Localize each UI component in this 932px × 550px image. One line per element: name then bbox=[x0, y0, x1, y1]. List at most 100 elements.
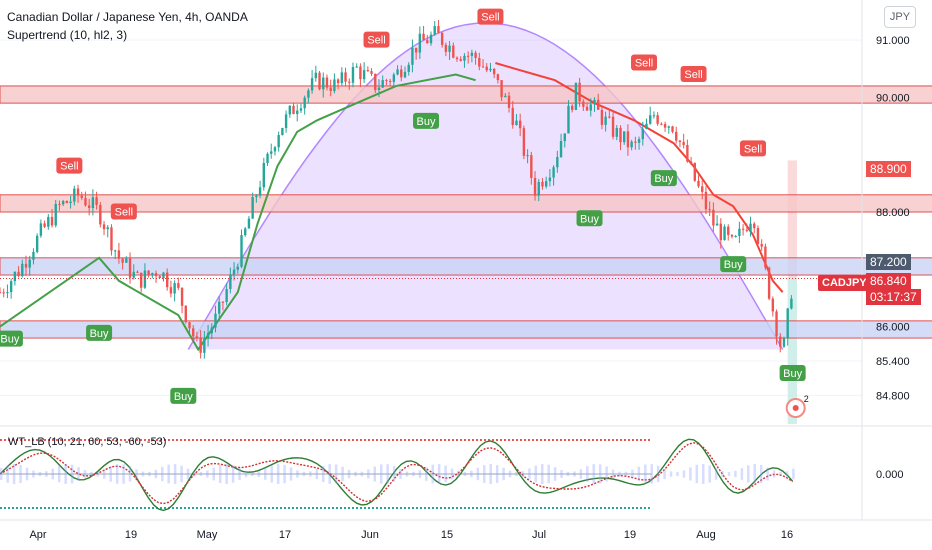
signal-buy: Buy bbox=[0, 330, 23, 347]
candle-body bbox=[686, 145, 689, 162]
currency-button[interactable]: JPY bbox=[884, 6, 916, 28]
osc-band bbox=[25, 467, 29, 481]
target-price-tag: 88.900 bbox=[866, 161, 911, 177]
target-zone bbox=[787, 160, 797, 279]
candle-body bbox=[656, 115, 659, 124]
signal-buy: Buy bbox=[170, 387, 197, 404]
signal-sell: Sell bbox=[363, 31, 390, 48]
candle-body bbox=[444, 44, 448, 52]
osc-band bbox=[212, 467, 216, 481]
candle-body bbox=[154, 273, 158, 277]
osc-band bbox=[592, 464, 596, 484]
osc-band bbox=[122, 464, 125, 484]
y-tick-label: 91.000 bbox=[876, 35, 910, 47]
candle-body bbox=[671, 126, 674, 132]
candle-body bbox=[767, 267, 771, 299]
candle-body bbox=[764, 246, 767, 268]
osc-band bbox=[6, 465, 9, 483]
osc-band bbox=[334, 464, 338, 484]
x-tick-label: 16 bbox=[781, 529, 793, 541]
candle-body bbox=[492, 68, 496, 75]
candle-body bbox=[132, 271, 135, 278]
signal-label-bg bbox=[576, 210, 603, 227]
candle-body bbox=[649, 115, 652, 124]
osc-band bbox=[650, 464, 653, 484]
candle-body bbox=[355, 66, 358, 68]
osc-band bbox=[450, 468, 454, 480]
candle-body bbox=[24, 263, 28, 268]
signal-label-bg bbox=[170, 387, 197, 404]
candle-body bbox=[645, 123, 648, 129]
osc-band bbox=[251, 471, 254, 477]
candle-body bbox=[693, 162, 697, 181]
candle-body bbox=[225, 288, 228, 303]
candle-body bbox=[240, 235, 243, 267]
osc-band bbox=[141, 471, 145, 477]
candle-body bbox=[429, 34, 433, 44]
candle-body bbox=[682, 141, 685, 146]
osc-band bbox=[296, 470, 299, 478]
osc-band bbox=[109, 466, 112, 482]
candle-body bbox=[329, 87, 332, 91]
osc-band bbox=[302, 471, 306, 477]
candle-body bbox=[58, 203, 61, 205]
signal-label-bg bbox=[110, 203, 137, 220]
signal-label: Buy bbox=[90, 328, 109, 340]
y-tick-label: 90.000 bbox=[876, 92, 910, 104]
supertrend-legend[interactable]: Supertrend (10, hl2, 3) bbox=[7, 28, 128, 42]
osc-band bbox=[489, 464, 492, 484]
osc-band bbox=[322, 465, 325, 483]
candle-body bbox=[188, 322, 191, 329]
candle-body bbox=[652, 115, 656, 117]
candle-body bbox=[99, 204, 102, 225]
candle-body bbox=[102, 224, 106, 230]
osc-band bbox=[734, 470, 737, 478]
alert-dot bbox=[792, 405, 799, 411]
candle-body bbox=[715, 223, 719, 226]
candle-body bbox=[143, 270, 147, 288]
osc-band bbox=[270, 465, 273, 483]
osc-band bbox=[753, 464, 757, 484]
osc-band bbox=[238, 468, 241, 480]
candle-body bbox=[299, 108, 303, 111]
candle-body bbox=[470, 52, 474, 56]
signal-sell: Sell bbox=[56, 157, 83, 174]
signal-label-bg bbox=[56, 157, 83, 174]
wt-lb-legend[interactable]: WT_LB (10, 21, 60, 53, -60, -53) bbox=[8, 436, 167, 448]
candle-body bbox=[80, 195, 83, 198]
candle-body bbox=[675, 131, 678, 141]
signal-label: Buy bbox=[417, 116, 436, 128]
candle-body bbox=[515, 120, 518, 126]
osc-band bbox=[218, 464, 222, 484]
candle-body bbox=[195, 336, 199, 338]
countdown-tag: 03:17:37 bbox=[866, 289, 921, 305]
osc-band bbox=[45, 471, 48, 477]
candle-body bbox=[351, 67, 355, 83]
candle-body bbox=[518, 120, 522, 129]
candle-body bbox=[782, 338, 786, 347]
osc-band bbox=[328, 464, 331, 484]
candle-body bbox=[474, 52, 477, 59]
candle-body bbox=[749, 223, 752, 231]
candle-body bbox=[247, 218, 251, 229]
osc-band bbox=[161, 466, 164, 482]
y-tick-label: 88.000 bbox=[876, 207, 910, 219]
osc-band bbox=[386, 464, 389, 484]
candle-body bbox=[623, 131, 626, 143]
osc-band bbox=[566, 471, 570, 477]
candle-body bbox=[753, 223, 756, 229]
signal-buy: Buy bbox=[413, 112, 440, 129]
osc-band bbox=[631, 469, 634, 479]
osc-band bbox=[644, 464, 647, 484]
osc-band bbox=[347, 469, 351, 479]
candle-body bbox=[533, 177, 537, 196]
osc-band bbox=[257, 470, 261, 478]
candle-body bbox=[496, 74, 500, 81]
osc-band bbox=[637, 466, 641, 482]
osc-band bbox=[199, 471, 203, 477]
candle-body bbox=[214, 313, 217, 328]
osc-band bbox=[534, 465, 538, 483]
osc-band bbox=[663, 468, 666, 480]
osc-band bbox=[618, 471, 621, 477]
